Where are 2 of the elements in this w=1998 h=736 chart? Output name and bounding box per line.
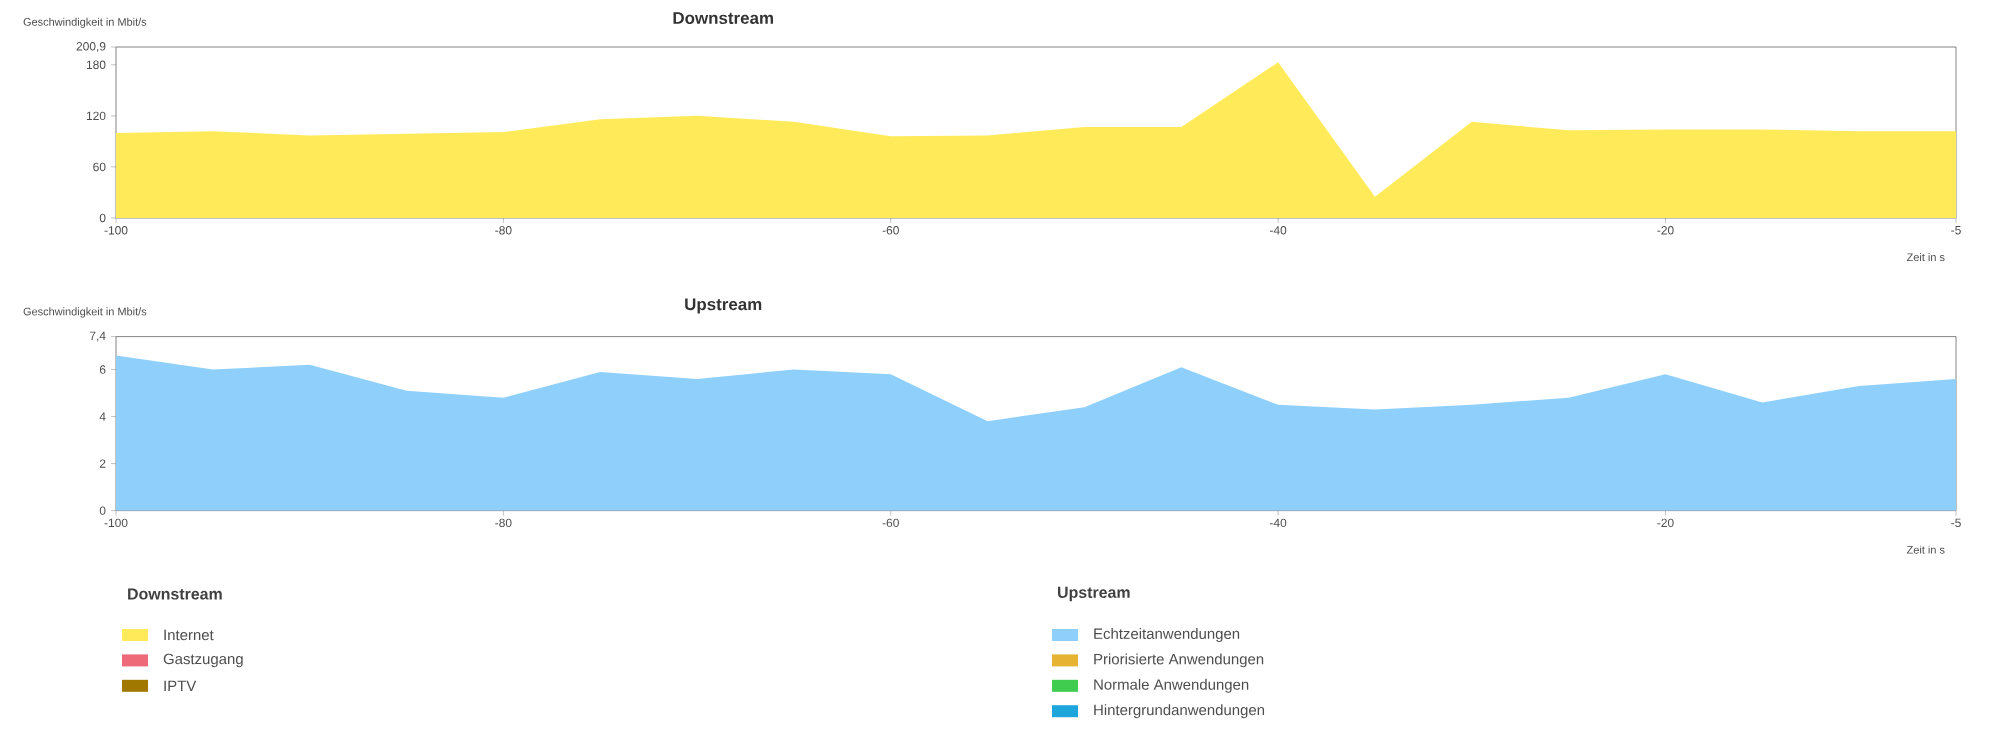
chart-title: Upstream: [685, 298, 762, 314]
chart-title: Downstream: [673, 12, 773, 24]
